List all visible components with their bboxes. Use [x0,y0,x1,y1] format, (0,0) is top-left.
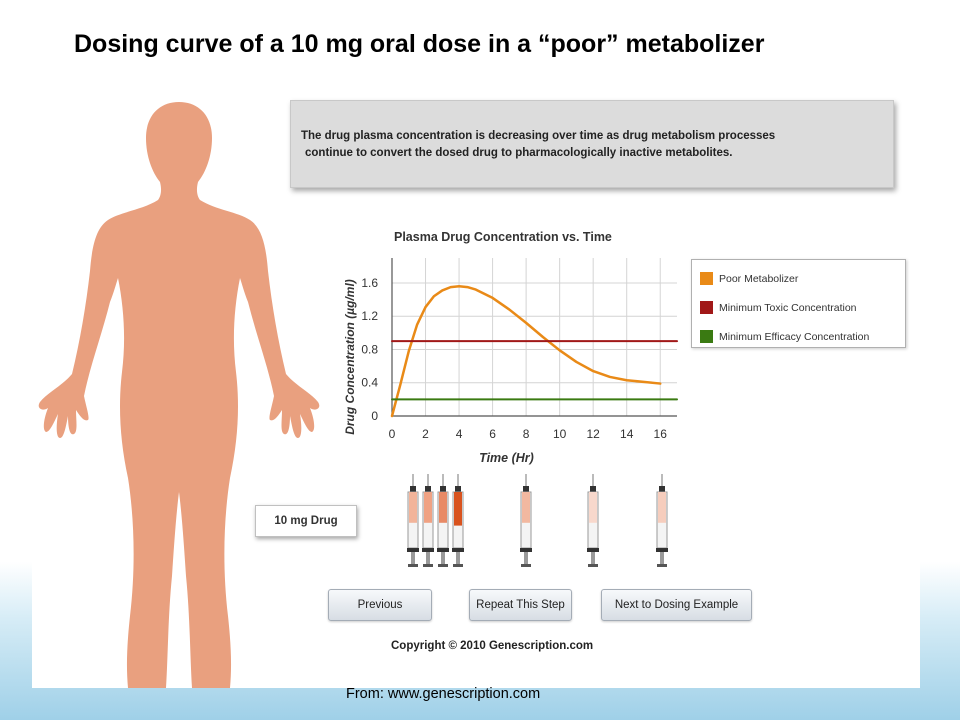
x-tick-label: 0 [389,427,396,441]
syringe-plunger-head [588,564,598,567]
syringe-fill [424,492,432,523]
syringe-flange [452,548,464,552]
legend-item-poor-metabolizer: Poor Metabolizer [700,264,905,293]
syringe-flange [422,548,434,552]
syringe-hub [410,486,416,492]
syringe-fill [409,492,417,523]
human-body-figure [38,102,320,688]
syringe-hub [523,486,529,492]
legend-item-efficacy: Minimum Efficacy Concentration [700,322,905,351]
x-tick-label: 4 [456,427,463,441]
x-tick-label: 16 [654,427,668,441]
syringe-hub [455,486,461,492]
message-line-1: The drug plasma concentration is decreas… [301,130,776,142]
y-axis-label: Drug Concentration (µg/ml) [343,279,357,435]
syringe-plunger [591,552,595,564]
y-tick-label: 0.4 [361,376,378,390]
y-tick-label: 1.6 [361,276,378,290]
info-message-box: The drug plasma concentration is decreas… [290,100,894,188]
syringe-plunger [660,552,664,564]
legend-swatch-toxic [700,301,713,314]
legend-swatch-poor-metabolizer [700,272,713,285]
copyright-text: Copyright © 2010 Genescription.com [391,640,594,652]
repeat-step-button[interactable]: Repeat This Step [469,589,572,621]
x-tick-label: 14 [620,427,634,441]
y-tick-label: 1.2 [361,309,378,323]
y-tick-label: 0 [371,409,378,423]
concentration-chart: 0 2 4 6 8 10 12 14 16 0 0.4 0.8 1.2 1.6 Time (Hr) Drug … [343,258,678,465]
legend-label: Poor Metabolizer [719,272,799,285]
syringe-hub [659,486,665,492]
syringe-plunger [524,552,528,564]
x-tick-label: 12 [586,427,600,441]
syringe-plunger-head [521,564,531,567]
x-axis-label: Time (Hr) [479,451,534,465]
syringe-plunger-head [423,564,433,567]
syringe-flange [520,548,532,552]
syringe-fill [658,492,666,523]
legend-swatch-efficacy [700,330,713,343]
syringe-fill [454,492,462,526]
next-dosing-example-button[interactable]: Next to Dosing Example [601,589,752,621]
syringe-fill [522,492,530,523]
syringe-plunger [426,552,430,564]
syringe-plunger-head [408,564,418,567]
syringe-fill [439,492,447,523]
syringe-plunger-head [438,564,448,567]
simulation-panel: The drug plasma concentration is decreas… [32,84,920,688]
message-line-2: continue to convert the dosed drug to ph… [305,147,733,159]
x-tick-label: 8 [523,427,530,441]
syringe-hub [590,486,596,492]
previous-button[interactable]: Previous [328,589,432,621]
x-tick-label: 10 [553,427,567,441]
syringe-flange [587,548,599,552]
syringe-hub [440,486,446,492]
syringe-row [407,474,668,567]
legend-item-toxic: Minimum Toxic Concentration [700,293,905,322]
x-tick-label: 2 [422,427,429,441]
y-tick-label: 0.8 [361,342,378,356]
syringe-flange [407,548,419,552]
x-tick-label: 6 [489,427,496,441]
legend-label: Minimum Toxic Concentration [719,301,857,314]
chart-title: Plasma Drug Concentration vs. Time [394,230,612,244]
source-credit: From: www.genescription.com [346,686,541,702]
syringe-hub [425,486,431,492]
syringe-plunger [456,552,460,564]
syringe-plunger [411,552,415,564]
syringe-fill [589,492,597,523]
drug-dose-label: 10 mg Drug [255,505,357,537]
series-line-poor-metabolizer [390,285,662,418]
syringe-flange [656,548,668,552]
chart-legend: Poor Metabolizer Minimum Toxic Concentra… [691,259,906,348]
legend-label: Minimum Efficacy Concentration [719,330,870,343]
syringe-flange [437,548,449,552]
slide-title: Dosing curve of a 10 mg oral dose in a “… [74,30,765,58]
syringe-plunger-head [453,564,463,567]
syringe-plunger [441,552,445,564]
syringe-plunger-head [657,564,667,567]
